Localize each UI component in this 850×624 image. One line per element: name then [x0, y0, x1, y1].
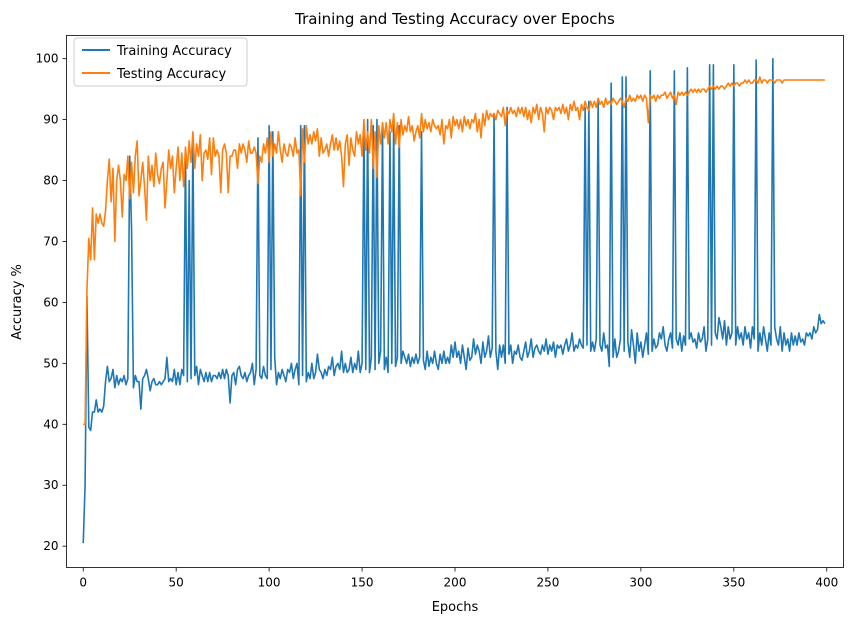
legend-label-training: Training Accuracy — [116, 44, 232, 59]
y-tick-label: 20 — [43, 539, 58, 553]
x-axis: 0 50 100 150 200 250 300 350 400 — [79, 567, 838, 590]
y-tick-label: 80 — [43, 174, 58, 188]
x-tick-label: 250 — [536, 576, 559, 590]
y-tick-label: 40 — [43, 417, 58, 431]
x-tick-label: 50 — [169, 576, 184, 590]
x-tick-label: 200 — [444, 576, 467, 590]
x-tick-label: 350 — [722, 576, 745, 590]
x-axis-label: Epochs — [432, 600, 479, 615]
series-line-testing-accuracy — [83, 76, 825, 426]
chart-title: Training and Testing Accuracy over Epoch… — [294, 10, 615, 28]
legend-label-testing: Testing Accuracy — [116, 67, 226, 82]
legend: Training Accuracy Testing Accuracy — [73, 37, 248, 87]
y-tick-label: 30 — [43, 478, 58, 492]
y-axis: 20 30 40 50 60 70 80 90 100 — [36, 52, 67, 553]
series-layer — [82, 57, 826, 544]
y-tick-label: 100 — [36, 52, 59, 66]
series-line-training-accuracy — [82, 57, 826, 544]
y-tick-label: 70 — [43, 234, 58, 248]
y-tick-label: 50 — [43, 356, 58, 370]
x-tick-label: 0 — [79, 576, 87, 590]
legend-box — [73, 37, 248, 87]
x-tick-label: 100 — [258, 576, 281, 590]
x-tick-label: 300 — [629, 576, 652, 590]
x-tick-label: 400 — [815, 576, 838, 590]
y-axis-label: Accuracy % — [10, 264, 25, 340]
x-tick-label: 150 — [351, 576, 374, 590]
y-tick-label: 60 — [43, 295, 58, 309]
y-tick-label: 90 — [43, 113, 58, 127]
